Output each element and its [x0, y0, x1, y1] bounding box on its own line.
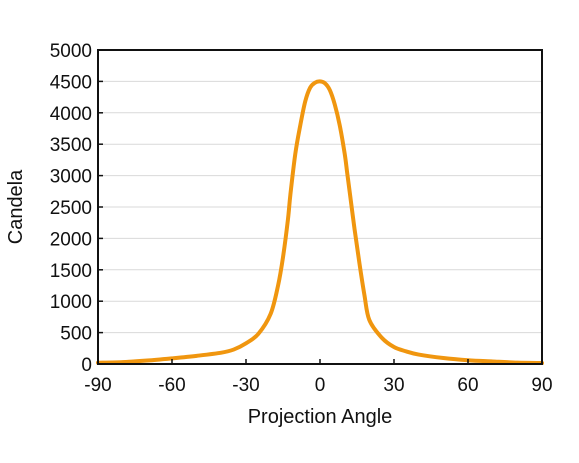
x-tick-label: 30: [383, 375, 404, 396]
y-tick-label: 2000: [50, 229, 92, 250]
y-tick-label: 3500: [50, 135, 92, 156]
x-axis-label: Projection Angle: [248, 406, 393, 428]
x-tick-label: 60: [457, 375, 478, 396]
y-tick-label: 0: [81, 355, 92, 376]
y-tick-label: 1500: [50, 261, 92, 282]
x-tick-label: -60: [158, 375, 185, 396]
x-tick-label: 90: [531, 375, 552, 396]
grid-lines: [98, 80, 542, 334]
y-tick-label: 1000: [50, 292, 92, 313]
x-tick-label: -90: [84, 375, 111, 396]
data-series: [96, 79, 544, 366]
y-tick-label: 4000: [50, 104, 92, 125]
y-axis-label: Candela: [5, 169, 27, 244]
x-tick-labels: -90 -60 -30 0 30 60 90: [84, 359, 553, 396]
x-tick-label: 0: [315, 375, 326, 396]
x-tick-label: -30: [232, 375, 259, 396]
series-line: [96, 79, 544, 366]
y-tick-label: 4500: [50, 72, 92, 93]
y-tick-label: 5000: [50, 41, 92, 62]
y-tick-label: 500: [60, 324, 92, 345]
y-tick-label: 2500: [50, 198, 92, 219]
y-tick-labels: 0 500 1000 1500 2000 2500 3000 3500 4000 4500 5000: [50, 41, 103, 376]
y-tick-label: 3000: [50, 167, 92, 188]
